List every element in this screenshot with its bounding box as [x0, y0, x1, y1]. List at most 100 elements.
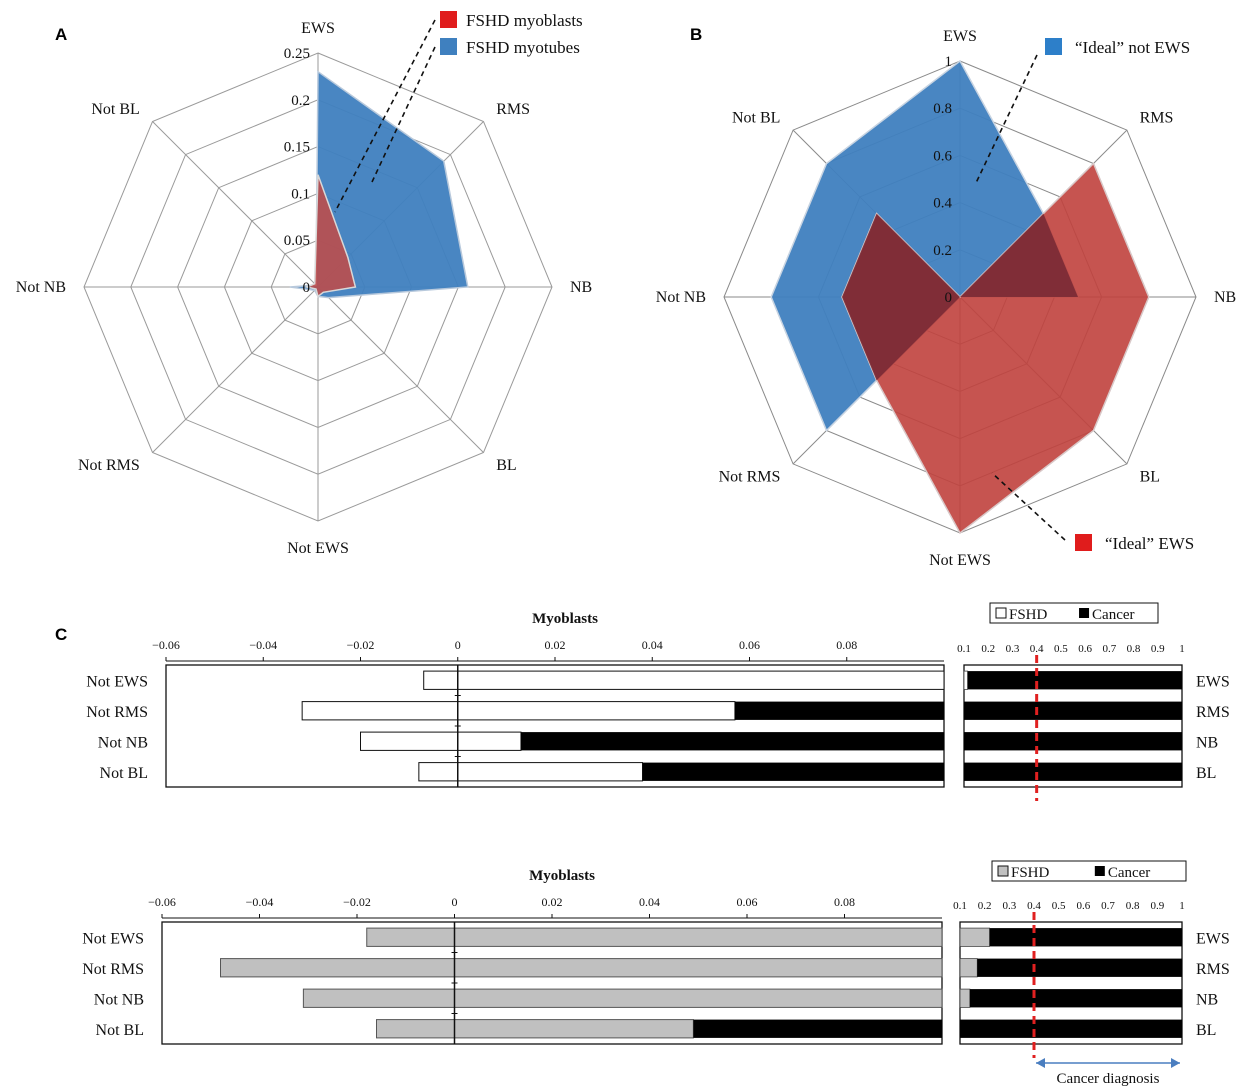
radar-overlap [842, 213, 1078, 381]
bar-cancer-bl [960, 1019, 1182, 1038]
bar-fshd-not-rms [220, 958, 943, 978]
radar-axis-label-not-bl: Not BL [91, 101, 139, 118]
x-tick-label: 0.5 [1054, 643, 1068, 655]
radar-chart-a: 0 0.05 0.1 0.15 0.2 0.25 EWS RMS NB BL Not EWS Not … [16, 11, 592, 557]
x-tick-label: 0.04 [642, 638, 663, 652]
legend-swatch-fshd [997, 865, 1009, 877]
annotation-cancer-diagnosis: Cancer diagnosis [1057, 1071, 1160, 1087]
category-label-bl: BL [1196, 1022, 1216, 1039]
bar-fshd-not-ews [423, 670, 945, 690]
bar-cancer-nb [969, 989, 1182, 1008]
category-label-rms: RMS [1196, 961, 1230, 978]
x-tick-label: 0.1 [957, 643, 971, 655]
legend-swatch-ideal-ews [1075, 534, 1092, 551]
x-tick-label: 0.4 [1030, 643, 1044, 655]
bar-fshd-ews [963, 670, 969, 690]
x-axis: 0.1 0.2 0.3 0.4 0.5 0.6 0.7 0.8 0.9 1 [957, 643, 1185, 655]
leader-line-myoblasts [334, 19, 436, 213]
legend-label-cancer: Cancer [1108, 865, 1150, 881]
category-label-not-nb: Not NB [94, 991, 144, 1008]
bar-fshd-not-ews [366, 927, 943, 947]
panel-label-a: A [55, 25, 67, 44]
radar-tick-label: 0.6 [933, 148, 952, 164]
radar-axis-label-rms: RMS [1140, 109, 1174, 126]
plot-frame [959, 921, 1183, 1045]
radar-tick-label: 0 [303, 280, 311, 296]
x-tick-label: −0.04 [249, 638, 277, 652]
x-tick-label: 0.08 [836, 638, 857, 652]
category-label-ews: EWS [1196, 930, 1230, 947]
bar-fshd-ews [959, 927, 991, 947]
radar-tick-label: 0.05 [284, 233, 310, 249]
radar-axis-label-not-ews: Not EWS [929, 552, 991, 569]
bar-fshd-nb [959, 988, 971, 1008]
x-tick-label: 0.02 [545, 638, 566, 652]
x-axis: −0.06 −0.04 −0.02 0 0.02 0.04 0.06 0.08 [148, 895, 942, 919]
radar-chart-b: 0 0.2 0.4 0.6 0.8 1 EWS RMS NB BL Not EWS Not RMS No… [656, 28, 1236, 569]
bar-chart-c-top-right: FSHD Cancer 0.1 0.2 0.3 0.4 0.5 0.6 0.7 0.8 0.9 1 EW… [957, 602, 1230, 801]
x-tick-label: 0.9 [1151, 643, 1165, 655]
radar-tick-label: 1 [945, 54, 953, 70]
x-tick-label: 0.8 [1126, 900, 1140, 912]
x-tick-label: 0.06 [737, 895, 758, 909]
bar-cancer-ews [989, 928, 1182, 947]
x-tick-label: 0 [452, 895, 458, 909]
radar-axis-labels: EWS RMS NB BL Not EWS Not RMS Not NB Not BL [16, 20, 592, 557]
x-axis: −0.06 −0.04 −0.02 0 0.02 0.04 0.06 0.08 [152, 638, 944, 662]
bar-cancer-bl [964, 762, 1182, 781]
category-label-not-ews: Not EWS [86, 673, 148, 690]
x-tick-label: 0.9 [1150, 900, 1164, 912]
radar-axis-label-not-nb: Not NB [16, 279, 66, 296]
radar-axis-label-not-rms: Not RMS [78, 457, 140, 474]
bar-cancer-rms [964, 701, 1182, 720]
x-tick-label: 0 [455, 638, 461, 652]
category-label-not-rms: Not RMS [86, 704, 148, 721]
x-tick-label: 0.6 [1076, 900, 1090, 912]
bar-cancer-rms [977, 958, 1182, 977]
radar-axis-label-nb: NB [570, 279, 592, 296]
x-tick-label: 1 [1179, 643, 1185, 655]
x-tick-label: 0.04 [639, 895, 660, 909]
bar-chart-c-top-left: Myoblasts −0.06 −0.04 −0.02 0 0.02 0.04 0.06 0.0… [86, 611, 945, 788]
radar-axis-label-bl: BL [496, 457, 516, 474]
legend-label-fshd: FSHD [1011, 865, 1050, 881]
radar-tick-label: 0.2 [291, 93, 310, 109]
x-tick-label: −0.06 [152, 638, 180, 652]
x-tick-label: 0.7 [1101, 900, 1115, 912]
radar-axis-label-not-rms: Not RMS [719, 469, 781, 486]
x-tick-label: −0.02 [347, 638, 375, 652]
panel-label-c: C [55, 625, 67, 644]
legend: FSHD Cancer [989, 602, 1159, 624]
legend-label-fshd-myoblasts: FSHD myoblasts [466, 11, 583, 30]
radar-tick-label: 0.1 [291, 186, 310, 202]
x-tick-label: −0.04 [246, 895, 274, 909]
radar-tick-labels: 0 0.05 0.1 0.15 0.2 0.25 [284, 46, 310, 296]
bar-cancer-ews [967, 671, 1182, 690]
legend: FSHD Cancer [991, 860, 1187, 882]
diagnosis-arrow-head-left [1036, 1058, 1045, 1068]
bar-fshd-not-rms [301, 701, 736, 721]
radar-spoke [317, 286, 484, 453]
plot-frame [161, 921, 943, 1045]
legend-swatch-cancer [1079, 608, 1090, 618]
leader-line-ideal-not-ews [974, 54, 1038, 186]
legend-swatch-ideal-not-ews [1045, 38, 1062, 55]
category-label-ews: EWS [1196, 673, 1230, 690]
category-label-not-rms: Not RMS [82, 961, 144, 978]
category-label-nb: NB [1196, 734, 1218, 751]
category-label-not-nb: Not NB [98, 734, 148, 751]
legend-swatch-fshd-myotubes [440, 38, 457, 55]
radar-spoke [152, 286, 319, 453]
x-tick-label: 1 [1179, 900, 1185, 912]
radar-tick-label: 0.15 [284, 140, 310, 156]
bar-fshd-not-bl [376, 1019, 694, 1039]
category-label-not-bl: Not BL [96, 1022, 144, 1039]
radar-axis-label-ews: EWS [301, 20, 335, 37]
x-tick-label: −0.06 [148, 895, 176, 909]
chart-title-myoblasts: Myoblasts [529, 868, 595, 884]
legend-swatch-cancer [1094, 866, 1105, 876]
bar-cancer-nb [964, 732, 1182, 751]
category-label-nb: NB [1196, 991, 1218, 1008]
x-tick-label: 0.7 [1102, 643, 1116, 655]
